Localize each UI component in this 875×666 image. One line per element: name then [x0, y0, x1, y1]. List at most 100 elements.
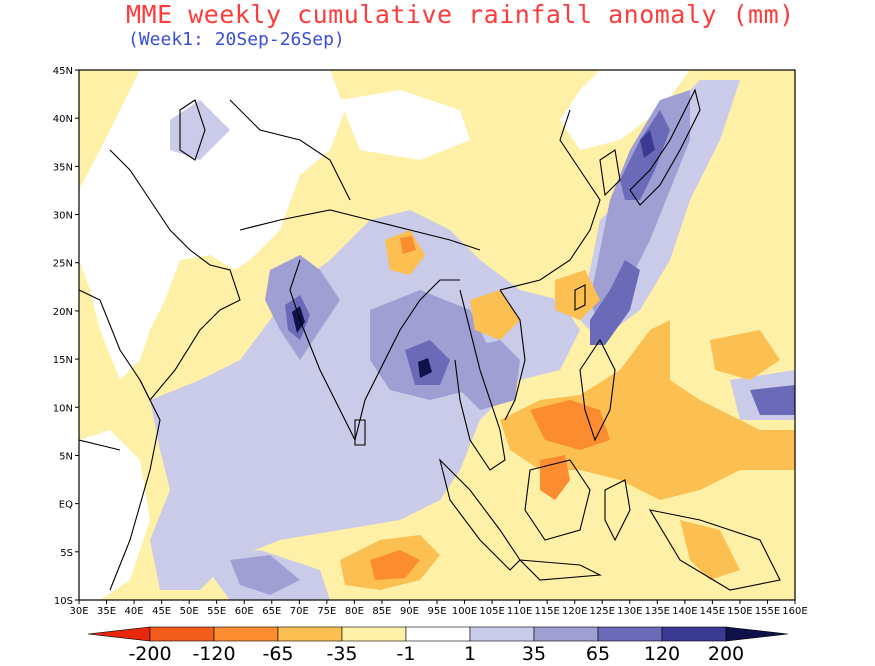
anomaly-region-dry-southchina — [555, 270, 600, 320]
lon-tick-label: 145E — [700, 606, 725, 617]
lon-tick-label: 95E — [427, 606, 446, 617]
colorbar: -200 -120 -65 -35 -1 1 35 65 120 200 — [87, 626, 789, 665]
lat-tick-label: 30N — [53, 211, 73, 222]
coastline-sumatra — [438, 458, 521, 571]
anomaly-region-strong-wet-core2 — [418, 358, 432, 378]
coastline-indochina — [454, 289, 506, 471]
colorbar-label: 200 — [708, 643, 744, 665]
anomaly-region-moderate-wet-southwest — [230, 555, 300, 595]
anomaly-region-strong-wet-core1 — [292, 306, 305, 333]
colorbar-label: -120 — [192, 643, 235, 665]
lon-tick-label: 75E — [317, 606, 336, 617]
colorbar-swatch — [277, 626, 343, 642]
coastline-java — [518, 559, 603, 581]
colorbar-label: -200 — [128, 643, 171, 665]
border-central — [229, 99, 351, 201]
lon-tick-label: 150E — [727, 606, 752, 617]
coastline-caspian — [179, 99, 206, 161]
lon-tick-label: 70E — [290, 606, 309, 617]
anomaly-region-dry-philippines — [500, 320, 795, 500]
anomaly-region-near-zero-westasia — [79, 70, 345, 380]
anomaly-region-strong-wet-luzon-strait — [590, 260, 640, 345]
lon-tick-label: 40E — [125, 606, 144, 617]
lon-tick-label: 80E — [345, 606, 364, 617]
lon-tick-label: 135E — [645, 606, 670, 617]
coastline-sulawesi — [604, 479, 631, 542]
lon-tick-label: 55E — [207, 606, 226, 617]
lon-tick-label: 125E — [590, 606, 615, 617]
anomaly-region-moderate-wet-east — [750, 385, 795, 415]
colorbar-label: 35 — [522, 643, 546, 665]
anomaly-region-near-zero-africa — [79, 430, 150, 600]
lon-tick-label: 45E — [152, 606, 171, 617]
colorbar-swatch — [87, 626, 151, 642]
colorbar-swatch — [597, 626, 663, 642]
colorbar-swatch — [149, 626, 215, 642]
colorbar-swatch — [469, 626, 535, 642]
coastline-borneo — [524, 459, 591, 541]
colorbar-label: 120 — [644, 643, 680, 665]
latitude-axis: 45N 40N 35N 30N 25N 20N 15N 10N 5N EQ 5S 10S — [53, 66, 79, 607]
coastline-japan — [629, 88, 701, 206]
lon-tick-label: 90E — [400, 606, 419, 617]
lon-tick-label: 115E — [534, 606, 559, 617]
colorbar-swatch — [533, 626, 599, 642]
lat-tick-label: 10S — [54, 596, 73, 607]
coastline-taiwan — [574, 284, 586, 311]
anomaly-region-moderate-wet-japan — [590, 90, 690, 330]
anomaly-region-near-zero-centralasia — [340, 90, 470, 160]
lon-tick-label: 100E — [452, 606, 477, 617]
anomaly-region-light-wet-caspian — [170, 100, 230, 160]
lon-tick-label: 65E — [262, 606, 281, 617]
lat-tick-label: 5S — [60, 548, 73, 559]
coastline-newguinea — [648, 509, 781, 591]
colorbar-label: -1 — [397, 643, 416, 665]
anomaly-region-dry-myanmar — [470, 290, 520, 340]
map-title: MME weekly cumulative rainfall anomaly (… — [126, 0, 795, 29]
lat-tick-label: 40N — [53, 114, 73, 125]
lat-tick-label: 5N — [59, 451, 73, 462]
colorbar-swatch — [341, 626, 407, 642]
lat-tick-label: 15N — [53, 355, 73, 366]
lon-tick-label: 110E — [507, 606, 532, 617]
lat-tick-label: 25N — [53, 259, 73, 270]
lon-tick-label: 105E — [479, 606, 504, 617]
coastline-vietnam — [499, 289, 526, 421]
coastline-korea — [599, 149, 621, 197]
lon-tick-label: 140E — [672, 606, 697, 617]
colorbar-label: 1 — [464, 643, 476, 665]
anomaly-region-moderate-wet-indochina — [460, 340, 520, 410]
longitude-axis: 30E 35E 40E 45E 50E 55E 60E 65E 70E 75E 80E 85E 90E 9… — [69, 600, 808, 617]
coastline-srilanka — [354, 419, 366, 446]
coastline-philippines — [579, 338, 616, 442]
map-subtitle: (Week1: 20Sep-26Sep) — [128, 29, 345, 50]
lat-tick-label: 45N — [53, 66, 73, 77]
lat-tick-label: 10N — [53, 403, 73, 414]
border-himalaya — [239, 209, 481, 251]
lat-tick-label: 35N — [53, 162, 73, 173]
lon-tick-label: 130E — [617, 606, 642, 617]
coastline-africa-horn — [109, 379, 161, 591]
lon-tick-label: 60E — [235, 606, 254, 617]
colorbar-swatch — [405, 626, 471, 642]
coastline-arabia — [79, 149, 241, 401]
lon-tick-label: 50E — [180, 606, 199, 617]
lat-tick-label: EQ — [59, 500, 73, 511]
anomaly-region-dry-southsea-core — [370, 550, 420, 580]
colorbar-swatch — [725, 626, 789, 642]
anomaly-region-near-zero-china — [560, 70, 690, 150]
border-africa — [79, 439, 121, 451]
anomaly-region-dry-newguinea — [680, 520, 740, 580]
lon-tick-label: 35E — [97, 606, 116, 617]
colorbar-label: -35 — [326, 643, 357, 665]
colorbar-swatch — [213, 626, 279, 642]
anomaly-region-strong-wet-core3 — [640, 130, 655, 158]
lon-tick-label: 120E — [562, 606, 587, 617]
lat-tick-label: 20N — [53, 307, 73, 318]
lon-tick-label: 155E — [755, 606, 780, 617]
colorbar-label: -65 — [262, 643, 293, 665]
lon-tick-label: 85E — [372, 606, 391, 617]
colorbar-swatch — [661, 626, 727, 642]
anomaly-region-dry-borneo — [540, 455, 570, 500]
